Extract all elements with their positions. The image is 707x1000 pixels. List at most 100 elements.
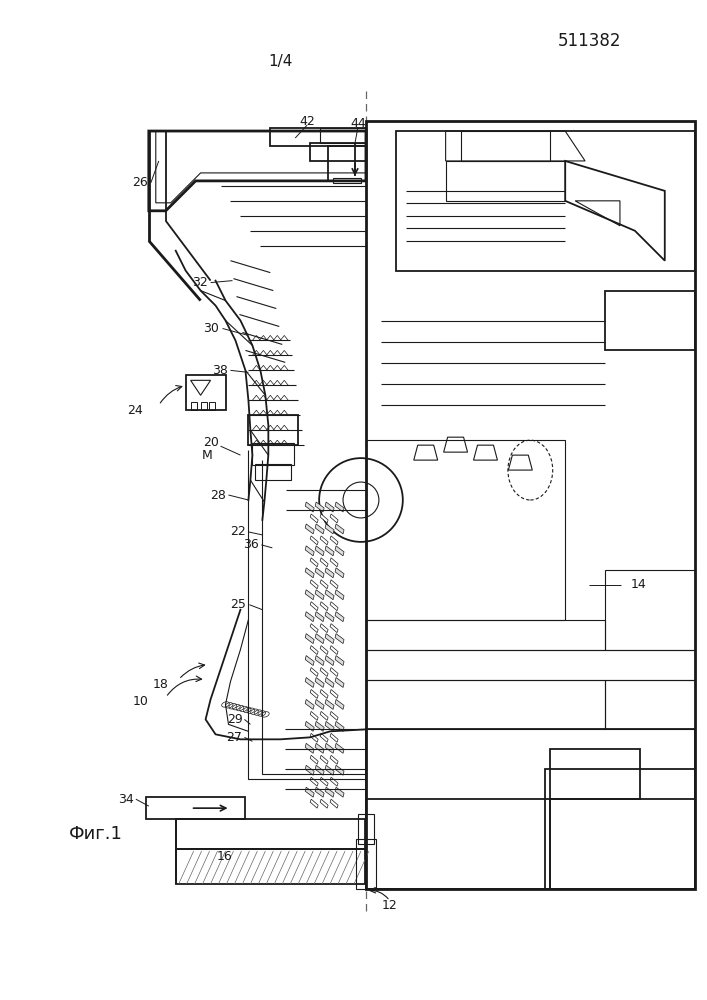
Polygon shape [305, 721, 314, 731]
Text: 511382: 511382 [557, 32, 621, 50]
Polygon shape [305, 546, 314, 556]
Polygon shape [325, 524, 334, 534]
Polygon shape [315, 787, 324, 797]
Polygon shape [315, 699, 324, 709]
Polygon shape [320, 799, 328, 808]
Polygon shape [305, 524, 314, 534]
Polygon shape [320, 536, 328, 545]
Polygon shape [310, 536, 318, 545]
Polygon shape [310, 558, 318, 567]
Bar [310, 143, 366, 161]
Text: 44: 44 [350, 117, 366, 130]
Bar [366, 680, 605, 729]
Polygon shape [330, 536, 338, 545]
Polygon shape [325, 656, 334, 666]
Polygon shape [315, 612, 324, 622]
Polygon shape [325, 743, 334, 753]
Bar [252, 443, 294, 465]
Bar [186, 375, 226, 410]
Polygon shape [305, 502, 314, 512]
Polygon shape [305, 787, 314, 797]
Polygon shape [330, 668, 338, 677]
Polygon shape [335, 721, 344, 731]
Polygon shape [330, 646, 338, 655]
Text: 20: 20 [203, 436, 218, 449]
Bar [366, 121, 695, 889]
Polygon shape [335, 787, 344, 797]
Polygon shape [330, 711, 338, 720]
Text: 30: 30 [203, 322, 218, 335]
Polygon shape [315, 568, 324, 578]
Text: 27: 27 [226, 731, 243, 744]
Text: 16: 16 [216, 850, 233, 863]
Polygon shape [330, 514, 338, 523]
Text: 32: 32 [192, 276, 208, 289]
Bar [366, 650, 695, 680]
Bar [366, 799, 550, 889]
Polygon shape [305, 656, 314, 666]
Polygon shape [330, 799, 338, 808]
Bar [460, 131, 550, 161]
Bar [333, 178, 361, 183]
Polygon shape [320, 777, 328, 786]
Polygon shape [310, 668, 318, 677]
Polygon shape [330, 580, 338, 589]
Bar [255, 464, 291, 480]
Bar [366, 440, 565, 620]
Polygon shape [305, 765, 314, 775]
Polygon shape [325, 568, 334, 578]
Bar [605, 291, 695, 350]
Polygon shape [414, 445, 438, 460]
Polygon shape [335, 743, 344, 753]
Polygon shape [335, 590, 344, 600]
Polygon shape [315, 502, 324, 512]
Polygon shape [315, 656, 324, 666]
Polygon shape [325, 678, 334, 687]
Polygon shape [310, 755, 318, 764]
Polygon shape [320, 558, 328, 567]
Polygon shape [310, 580, 318, 589]
Polygon shape [335, 568, 344, 578]
Polygon shape [320, 514, 328, 523]
Bar [328, 146, 366, 181]
Text: M: M [201, 449, 213, 462]
Polygon shape [320, 711, 328, 720]
Polygon shape [305, 699, 314, 709]
Polygon shape [325, 546, 334, 556]
Text: 14: 14 [631, 578, 647, 591]
Polygon shape [315, 743, 324, 753]
Polygon shape [335, 699, 344, 709]
Polygon shape [335, 678, 344, 687]
Bar [248, 415, 298, 445]
Polygon shape [325, 765, 334, 775]
Text: 36: 36 [243, 538, 258, 551]
Polygon shape [310, 733, 318, 742]
Polygon shape [305, 634, 314, 644]
Text: 24: 24 [127, 404, 143, 417]
Bar [445, 161, 565, 201]
Polygon shape [305, 590, 314, 600]
Polygon shape [305, 568, 314, 578]
Polygon shape [335, 612, 344, 622]
Polygon shape [315, 524, 324, 534]
Polygon shape [335, 502, 344, 512]
Polygon shape [325, 699, 334, 709]
Polygon shape [315, 765, 324, 775]
Polygon shape [320, 755, 328, 764]
Bar [366, 620, 605, 650]
Polygon shape [310, 646, 318, 655]
Bar [176, 819, 365, 849]
Polygon shape [330, 624, 338, 633]
Bar [270, 128, 366, 146]
Polygon shape [325, 502, 334, 512]
Polygon shape [330, 777, 338, 786]
Text: 25: 25 [230, 598, 247, 611]
Bar [146, 797, 245, 819]
Polygon shape [474, 445, 498, 460]
Polygon shape [335, 656, 344, 666]
Polygon shape [508, 455, 532, 470]
Text: 1/4: 1/4 [268, 54, 293, 69]
Polygon shape [310, 799, 318, 808]
Polygon shape [305, 612, 314, 622]
Bar [545, 769, 695, 889]
